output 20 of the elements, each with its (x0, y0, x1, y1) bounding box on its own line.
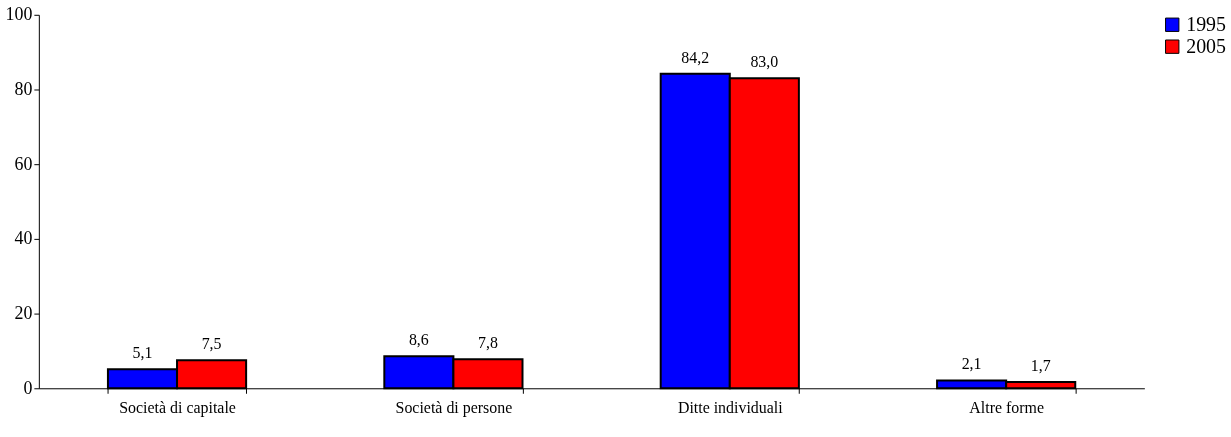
data-label: 84,2 (681, 48, 710, 66)
legend-label: 1995 (1186, 12, 1227, 35)
data-label: 83,0 (750, 53, 779, 71)
data-label: 2,1 (961, 355, 982, 373)
data-label: 5,1 (132, 344, 153, 362)
x-tick-label: Società di persone (395, 398, 513, 417)
x-tick-label: Società di capitale (119, 398, 236, 417)
y-tick-label: 20 (14, 303, 33, 324)
data-label: 7,8 (478, 334, 498, 352)
y-tick-label: 40 (14, 228, 33, 249)
y-tick-label: 0 (23, 377, 33, 398)
data-label: 7,5 (201, 335, 222, 353)
data-label: 1,7 (1030, 356, 1051, 374)
y-tick-label: 100 (5, 4, 33, 25)
legend-label: 2005 (1186, 34, 1227, 57)
data-label: 8,6 (408, 331, 429, 349)
y-tick-label: 60 (14, 153, 33, 174)
y-tick-label: 80 (14, 78, 33, 99)
x-tick-label: Ditte individuali (677, 398, 784, 416)
x-tick-label: Altre forme (969, 398, 1045, 416)
